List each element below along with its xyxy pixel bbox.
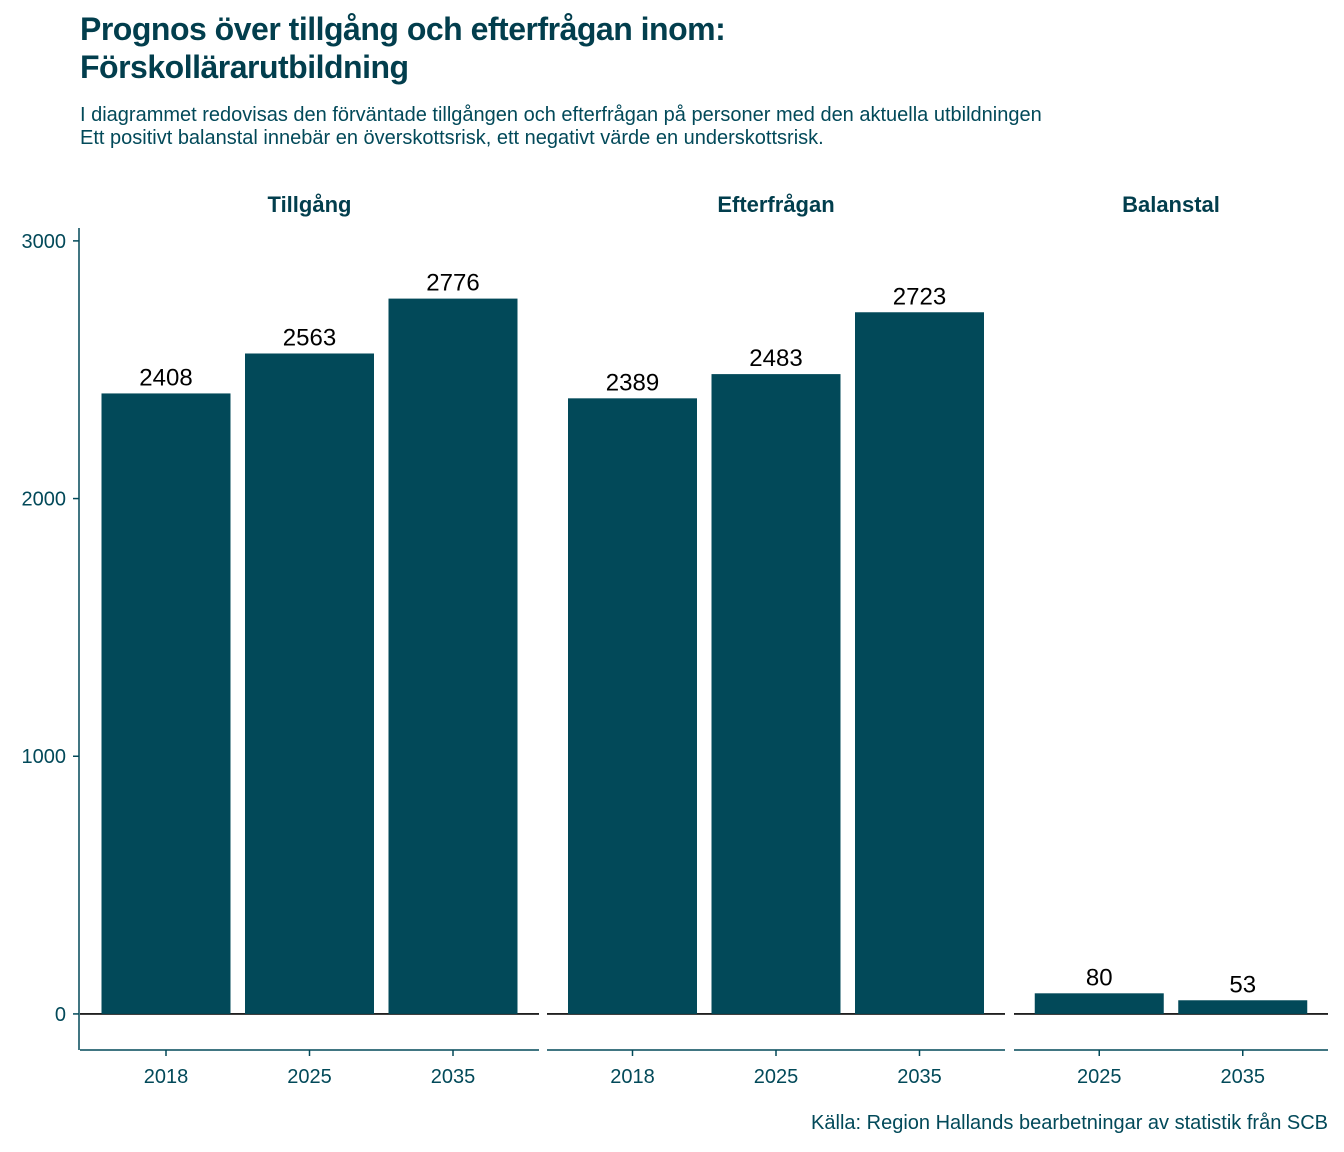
data-label: 2563 — [283, 324, 336, 351]
data-label: 80 — [1086, 964, 1113, 991]
bar — [245, 353, 374, 1014]
bar — [855, 312, 984, 1014]
x-tick-label: 2018 — [610, 1066, 655, 1088]
x-tick-label: 2025 — [1077, 1066, 1122, 1088]
x-tick-label: 2035 — [431, 1066, 476, 1088]
x-tick-label: 2025 — [287, 1066, 332, 1088]
facet-label-2: Efterfrågan — [717, 192, 834, 217]
x-tick-label: 2018 — [144, 1066, 189, 1088]
data-label: 2723 — [893, 283, 946, 310]
data-label: 2408 — [139, 364, 192, 391]
chart-title: Prognos över tillgång och efterfrågan in… — [80, 10, 726, 86]
source-caption: Källa: Region Hallands bearbetningar av … — [811, 1112, 1328, 1134]
chart-subtitle: I diagrammet redovisas den förväntade ti… — [80, 104, 1042, 150]
y-tick-label: 3000 — [22, 231, 67, 253]
chart-title-line-1: Prognos över tillgång och efterfrågan in… — [80, 11, 726, 47]
bar — [1178, 1000, 1308, 1014]
data-label: 2483 — [749, 345, 802, 372]
data-label: 2776 — [426, 270, 479, 297]
y-tick-label: 0 — [55, 1004, 66, 1026]
chart-title-line-2: Förskollärarutbildning — [80, 49, 409, 85]
bar — [388, 298, 518, 1014]
data-label: 2389 — [606, 369, 659, 396]
bar — [101, 393, 231, 1014]
bar — [568, 398, 697, 1014]
x-tick-label: 2035 — [897, 1066, 942, 1088]
x-tick-label: 2035 — [1221, 1066, 1266, 1088]
y-tick-label: 2000 — [22, 489, 67, 511]
x-tick-label: 2025 — [754, 1066, 799, 1088]
chart-subtitle-line-1: I diagrammet redovisas den förväntade ti… — [80, 104, 1042, 126]
chart-subtitle-line-2: Ett positivt balanstal innebär en översk… — [80, 127, 824, 149]
facet-label-1: Tillgång — [268, 192, 352, 217]
y-tick-label: 1000 — [22, 746, 67, 768]
facet-label-3: Balanstal — [1122, 192, 1220, 217]
bar — [711, 374, 841, 1014]
bar — [1034, 993, 1164, 1014]
data-label: 53 — [1229, 971, 1256, 998]
